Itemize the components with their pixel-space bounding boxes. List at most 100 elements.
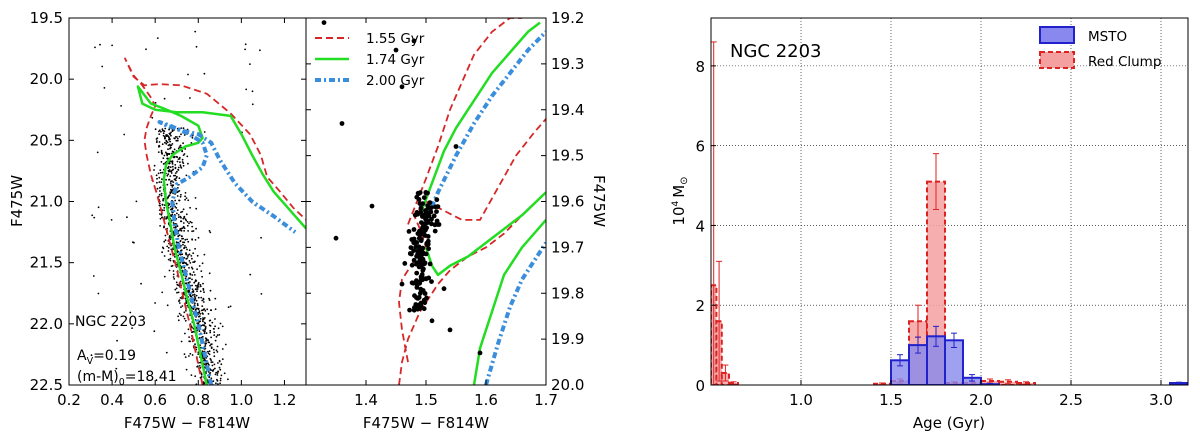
star-point bbox=[197, 286, 200, 288]
star-point bbox=[193, 274, 196, 276]
star-point bbox=[169, 253, 172, 256]
star-point bbox=[192, 230, 195, 232]
star-point bbox=[212, 348, 215, 351]
star-point bbox=[169, 175, 172, 178]
star-point bbox=[97, 206, 100, 209]
star-point bbox=[183, 227, 186, 230]
star-point bbox=[199, 361, 202, 364]
star-point bbox=[175, 287, 178, 290]
star-point bbox=[214, 339, 217, 342]
star-point bbox=[199, 320, 202, 323]
star-point bbox=[160, 161, 163, 163]
star-point bbox=[209, 319, 212, 322]
star-point bbox=[155, 174, 158, 177]
star-point bbox=[412, 293, 417, 299]
star-point bbox=[145, 48, 147, 51]
star-point bbox=[249, 63, 251, 65]
star-point bbox=[174, 172, 177, 175]
star-point bbox=[199, 285, 202, 288]
star-point bbox=[96, 151, 99, 154]
star-point bbox=[160, 149, 163, 152]
star-point bbox=[418, 237, 424, 242]
star-point bbox=[414, 285, 420, 290]
star-point bbox=[161, 153, 164, 155]
star-point bbox=[172, 184, 175, 187]
star-point bbox=[171, 143, 174, 145]
star-point bbox=[186, 248, 188, 251]
hist-ytick-label: 6 bbox=[695, 138, 705, 156]
star-point bbox=[177, 315, 180, 318]
star-point bbox=[173, 148, 176, 151]
star-point bbox=[167, 258, 170, 261]
star-point bbox=[165, 351, 168, 354]
left-isochrones bbox=[124, 57, 306, 385]
star-point bbox=[214, 318, 216, 320]
star-point bbox=[422, 260, 428, 266]
star-point bbox=[182, 127, 185, 130]
star-point bbox=[168, 178, 171, 181]
star-point bbox=[171, 165, 174, 168]
star-point bbox=[170, 146, 172, 149]
star-point bbox=[163, 97, 166, 100]
star-point bbox=[215, 388, 217, 390]
star-point bbox=[216, 372, 219, 374]
star-point bbox=[194, 297, 197, 299]
star-point bbox=[420, 225, 425, 230]
star-point bbox=[191, 284, 194, 287]
star-point bbox=[416, 295, 422, 300]
star-point bbox=[191, 257, 193, 260]
star-point bbox=[167, 144, 170, 147]
star-point bbox=[223, 372, 226, 375]
star-point bbox=[184, 262, 187, 264]
star-point bbox=[133, 241, 135, 244]
star-point bbox=[415, 260, 421, 266]
star-point bbox=[202, 317, 204, 319]
star-point bbox=[422, 300, 428, 306]
star-point bbox=[208, 324, 211, 327]
star-point bbox=[204, 330, 206, 333]
star-point bbox=[207, 371, 210, 373]
star-point bbox=[161, 246, 164, 249]
star-point bbox=[176, 170, 178, 173]
star-point bbox=[224, 343, 227, 346]
star-point bbox=[180, 211, 182, 214]
hist-ytick-label: 8 bbox=[695, 58, 705, 76]
star-point bbox=[417, 290, 423, 296]
star-point bbox=[229, 305, 232, 308]
star-point bbox=[197, 322, 200, 325]
star-point bbox=[172, 270, 175, 272]
star-point bbox=[191, 354, 194, 356]
star-point bbox=[180, 193, 182, 196]
star-point bbox=[214, 325, 217, 328]
left-ytick-label: 20.5 bbox=[30, 131, 63, 149]
star-point bbox=[417, 201, 423, 207]
star-point bbox=[220, 387, 222, 389]
star-point bbox=[110, 219, 113, 221]
star-point bbox=[164, 127, 167, 130]
star-point bbox=[180, 306, 182, 308]
star-point bbox=[180, 220, 183, 223]
star-point bbox=[203, 386, 205, 388]
star-point bbox=[171, 208, 174, 211]
star-point bbox=[202, 282, 204, 285]
star-point bbox=[197, 353, 200, 355]
star-point bbox=[189, 220, 192, 223]
star-point bbox=[185, 282, 188, 285]
star-point bbox=[219, 379, 222, 382]
middle-xtick-label: 1.7 bbox=[534, 391, 558, 409]
star-point bbox=[417, 190, 423, 196]
star-point bbox=[245, 88, 248, 91]
star-point bbox=[193, 293, 196, 296]
star-point bbox=[169, 182, 172, 185]
left-xtick-label: 1.0 bbox=[229, 391, 253, 409]
star-point bbox=[339, 121, 345, 126]
star-point bbox=[184, 277, 187, 280]
left-y-axis-label: F475W bbox=[8, 175, 26, 227]
star-point bbox=[208, 299, 211, 301]
star-point bbox=[175, 155, 178, 158]
star-point bbox=[423, 220, 429, 226]
left-ytick-label: 22.0 bbox=[30, 315, 63, 333]
star-point bbox=[186, 256, 189, 258]
star-point bbox=[163, 275, 166, 278]
star-point bbox=[176, 225, 179, 228]
